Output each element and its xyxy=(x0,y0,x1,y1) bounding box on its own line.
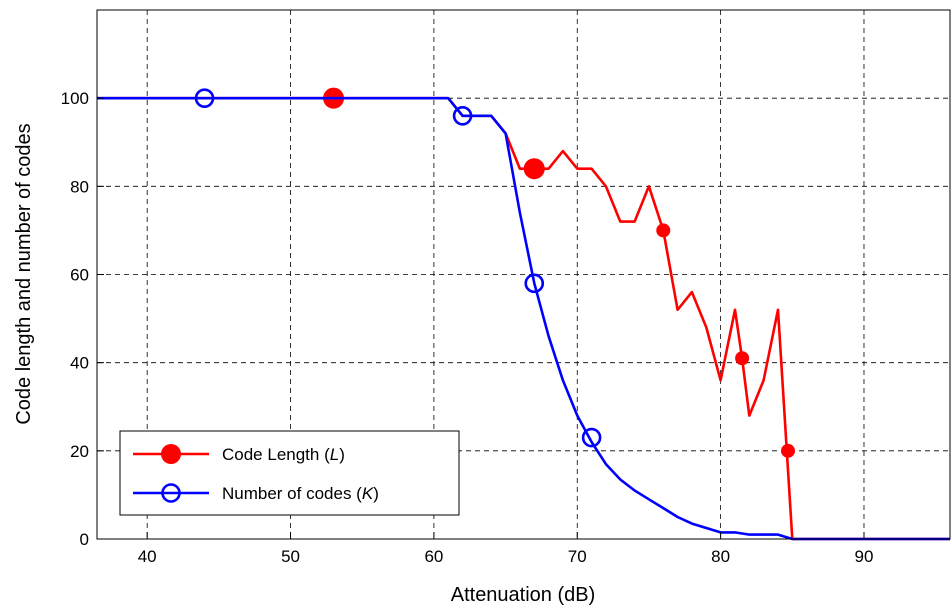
y-tick-label: 100 xyxy=(61,89,89,108)
x-tick-label: 60 xyxy=(424,547,443,566)
y-tick-label: 0 xyxy=(80,530,89,549)
legend-marker xyxy=(161,483,181,503)
x-tick-label: 70 xyxy=(568,547,587,566)
x-tick-label: 80 xyxy=(711,547,730,566)
x-axis-label: Attenuation (dB) xyxy=(451,584,596,606)
ticks: 40 50 60 70 80 90 0 20 40 60 80 100 xyxy=(61,89,874,566)
data-point-marker xyxy=(781,443,796,458)
legend-label: Number of codes (K) xyxy=(222,484,379,503)
y-tick-label: 60 xyxy=(70,266,89,285)
data-point-marker xyxy=(656,223,671,238)
series-line-2 xyxy=(97,96,950,541)
y-axis-label: Code length and number of codes xyxy=(13,123,35,424)
data-point-marker xyxy=(452,106,473,126)
data-point-marker xyxy=(581,427,602,448)
x-tick-label: 40 xyxy=(138,547,157,566)
legend-marker xyxy=(161,444,181,464)
legend-label: Code Length (L) xyxy=(222,445,345,464)
data-point-marker xyxy=(524,273,545,294)
data-point-marker xyxy=(735,351,750,366)
data-point-marker xyxy=(194,88,215,108)
legend: Code Length (L) Number of codes (K) xyxy=(119,430,460,516)
x-tick-label: 50 xyxy=(281,547,300,566)
series-layer xyxy=(97,87,950,541)
grid xyxy=(97,10,950,539)
y-tick-label: 80 xyxy=(70,177,89,196)
y-tick-label: 20 xyxy=(70,442,89,461)
y-tick-label: 40 xyxy=(70,354,89,373)
x-tick-label: 90 xyxy=(855,547,874,566)
data-point-marker xyxy=(523,158,545,180)
